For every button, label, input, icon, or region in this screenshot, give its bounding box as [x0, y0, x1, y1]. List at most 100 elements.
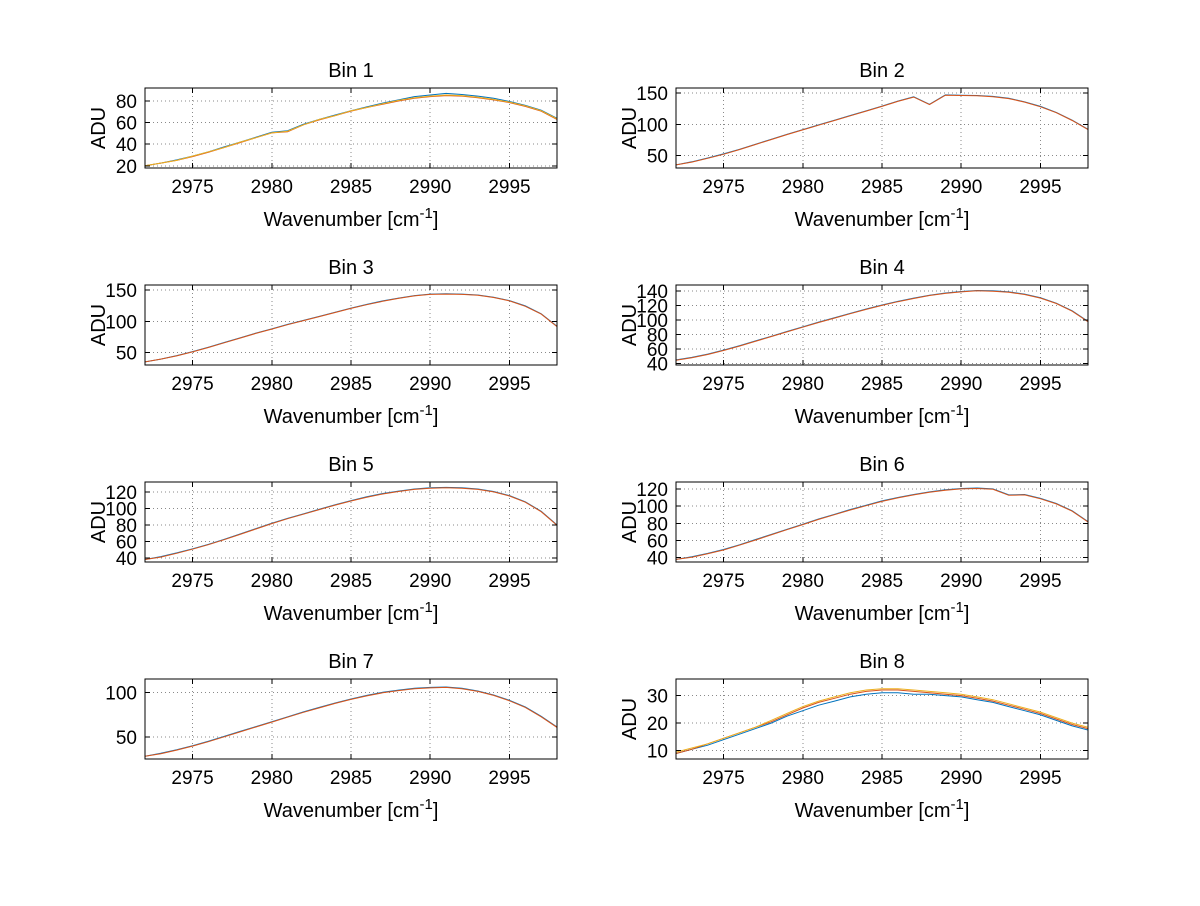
series-group: [145, 293, 557, 363]
x-tick-label: 2985: [330, 177, 372, 198]
x-tick-label: 2975: [702, 768, 744, 789]
series-group: [676, 94, 1088, 166]
series-group: [145, 92, 557, 167]
series-blue: [676, 692, 1088, 754]
y-tick-label: 80: [116, 516, 137, 537]
y-tick-label: 50: [116, 728, 137, 749]
x-axis-label: Wavenumber [cm-1]: [264, 796, 439, 822]
y-tick-label: 40: [647, 355, 668, 376]
y-axis-label: ADU: [619, 698, 641, 740]
tick-marks: [676, 679, 1088, 759]
y-tick-label: 60: [116, 114, 137, 135]
subplot-title: Bin 7: [328, 651, 374, 673]
series-blue: [145, 686, 557, 757]
x-tick-label: 2975: [702, 571, 744, 592]
subplot-title: Bin 6: [859, 454, 905, 476]
y-tick-label: 60: [647, 531, 668, 552]
y-tick-label: 20: [647, 714, 668, 735]
y-tick-label: 120: [105, 483, 137, 504]
x-tick-label: 2990: [409, 177, 451, 198]
x-tick-label: 2985: [330, 571, 372, 592]
y-tick-label: 100: [105, 499, 137, 520]
subplot-bin-3: 2975 2980 2985 2990 2995 50 100 150 Bin 3 Wavenum…: [88, 257, 558, 428]
x-tick-label: 2975: [171, 768, 213, 789]
grid-lines: [145, 679, 557, 759]
tick-marks: [145, 88, 557, 168]
y-axis-label: ADU: [88, 304, 110, 346]
x-tick-label: 2980: [251, 177, 293, 198]
series-yellow: [676, 688, 1088, 753]
y-tick-label: 40: [116, 549, 137, 570]
tick-marks: [676, 482, 1088, 562]
x-tick-label: 2995: [488, 177, 530, 198]
subplot-title: Bin 8: [859, 651, 905, 673]
x-tick-label: 2975: [702, 374, 744, 395]
subplot-bin-7: 2975 2980 2985 2990 2995 50 100 Bin 7 Wavenumber…: [105, 651, 558, 822]
series-group: [145, 486, 557, 560]
x-tick-label: 2985: [330, 374, 372, 395]
x-tick-label: 2990: [940, 571, 982, 592]
series-group: [676, 688, 1088, 754]
x-tick-label: 2990: [409, 768, 451, 789]
x-tick-label: 2985: [330, 768, 372, 789]
y-tick-label: 120: [636, 296, 668, 317]
subplot-bin-8: 2975 2980 2985 2990 2995 10 20 30 Bin 8 Wavenumbe…: [619, 651, 1089, 822]
y-tick-label: 100: [105, 312, 137, 333]
y-tick-label: 40: [116, 135, 137, 156]
grid-lines: [676, 285, 1088, 365]
y-tick-label: 150: [636, 84, 668, 105]
y-tick-label: 60: [647, 340, 668, 361]
x-tick-label: 2975: [702, 177, 744, 198]
subplot-title: Bin 3: [328, 257, 374, 279]
x-tick-label: 2990: [409, 571, 451, 592]
y-tick-label: 10: [647, 742, 668, 763]
x-tick-label: 2990: [940, 374, 982, 395]
y-tick-label: 100: [636, 115, 668, 136]
x-tick-label: 2980: [251, 571, 293, 592]
x-tick-label: 2990: [409, 374, 451, 395]
subplot-bin-2: 2975 2980 2985 2990 2995 50 100 150 Bin 2 Wavenum…: [619, 60, 1089, 231]
subplot-title: Bin 1: [328, 60, 374, 82]
y-axis-label: ADU: [88, 107, 110, 149]
y-axis-label: ADU: [88, 501, 110, 543]
y-tick-label: 50: [647, 147, 668, 168]
x-axis-label: Wavenumber [cm-1]: [795, 796, 970, 822]
x-tick-label: 2995: [1019, 571, 1061, 592]
y-tick-label: 100: [636, 311, 668, 332]
tick-marks: [145, 482, 557, 562]
x-tick-label: 2995: [1019, 177, 1061, 198]
x-tick-label: 2980: [251, 374, 293, 395]
series-group: [145, 686, 557, 757]
series-orange: [145, 487, 557, 560]
x-axis-label: Wavenumber [cm-1]: [264, 402, 439, 428]
y-tick-label: 40: [647, 549, 668, 570]
x-tick-label: 2980: [782, 374, 824, 395]
series-orange: [676, 94, 1088, 166]
x-tick-label: 2985: [861, 374, 903, 395]
y-axis-label: ADU: [619, 501, 641, 543]
x-tick-label: 2975: [171, 177, 213, 198]
series-orange: [145, 686, 557, 757]
y-tick-label: 100: [636, 497, 668, 518]
series-group: [676, 487, 1088, 560]
series-blue: [145, 293, 557, 363]
grid-lines: [145, 285, 557, 365]
y-axis-label: ADU: [619, 107, 641, 149]
x-tick-label: 2980: [251, 768, 293, 789]
x-axis-label: Wavenumber [cm-1]: [264, 599, 439, 625]
subplot-title: Bin 2: [859, 60, 905, 82]
subplot-title: Bin 5: [328, 454, 374, 476]
y-tick-label: 50: [116, 344, 137, 365]
x-tick-label: 2975: [171, 374, 213, 395]
x-tick-label: 2990: [940, 177, 982, 198]
series-group: [676, 289, 1088, 361]
grid-lines: [676, 482, 1088, 562]
series-orange: [145, 293, 557, 363]
x-tick-label: 2995: [488, 768, 530, 789]
grid-lines: [676, 679, 1088, 759]
x-tick-label: 2995: [488, 571, 530, 592]
